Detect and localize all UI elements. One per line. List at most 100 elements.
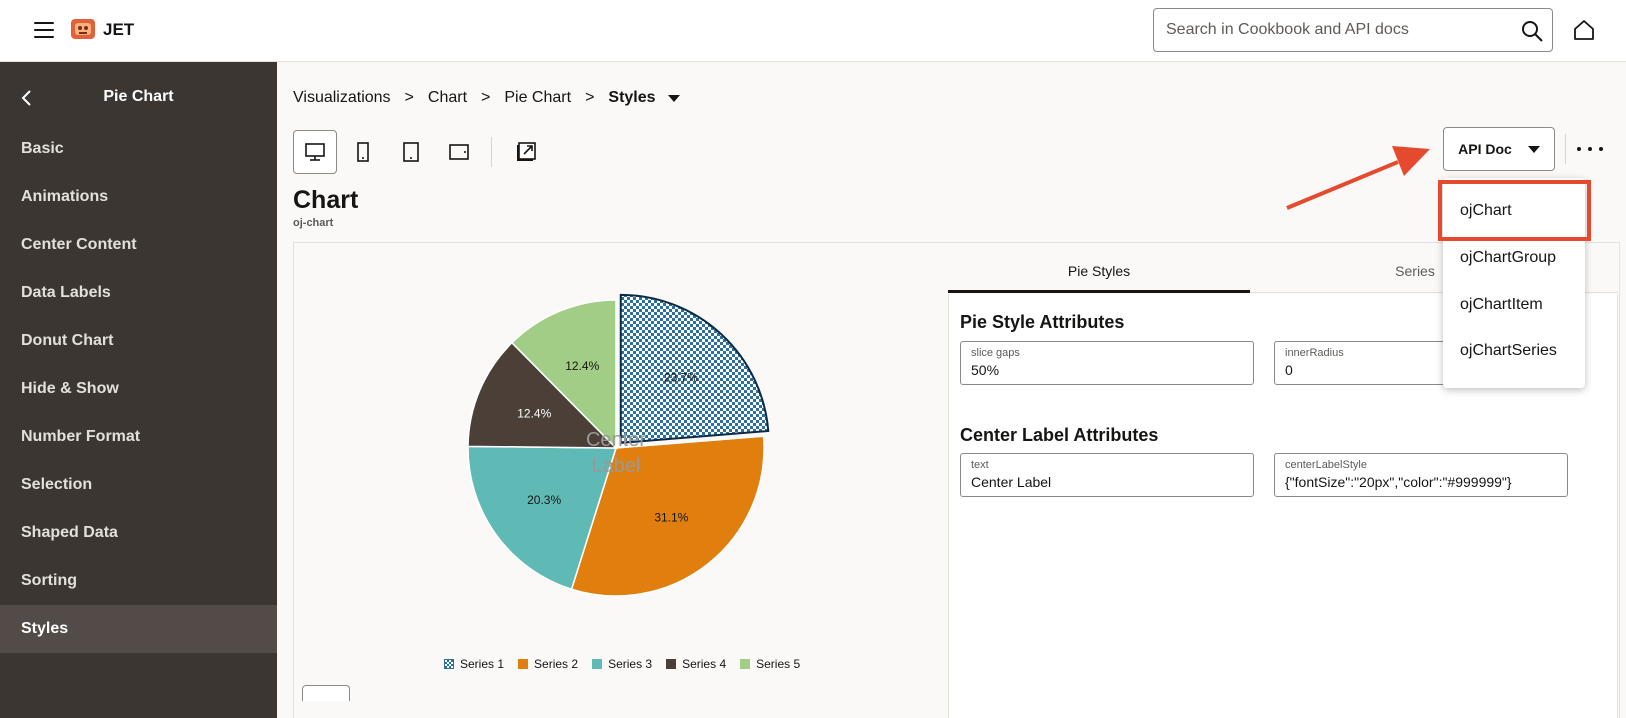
hamburger-menu-icon[interactable] [34,22,54,38]
tab-pie-styles[interactable]: Pie Styles [948,263,1250,293]
tablet-portrait-icon [403,142,419,162]
api-doc-dropdown: ojChart ojChartGroup ojChartItem ojChart… [1443,178,1585,388]
component-tag: oj-chart [293,217,334,229]
menu-item-ojchartseries[interactable]: ojChartSeries [1460,342,1557,359]
menu-item-ojchart[interactable]: ojChart [1460,202,1512,219]
pie-data-label-2: 31.1% [654,510,688,524]
legend-item-series-1[interactable]: Series 1 [444,657,504,671]
pie-slice-4[interactable] [467,341,618,449]
demo-area: 23.7% 31.1% 20.3% 12.4% 12.4% Center Label S… [293,242,1620,718]
legend-item-series-3[interactable]: Series 3 [592,657,652,671]
sidebar-title: Pie Chart [103,88,174,105]
legend-swatch [666,659,677,669]
phone-icon [357,142,369,162]
field-label: centerLabelStyle [1285,459,1367,471]
tab-series[interactable]: Series [1250,263,1580,293]
pie-data-label-1: 23.7% [664,371,698,385]
annotation-arrow [1286,146,1430,210]
sidebar-item-sorting[interactable]: Sorting [21,572,77,589]
sidebar-item-styles[interactable]: Styles [0,605,277,653]
field-label: text [971,459,989,471]
search-input[interactable] [1166,9,1506,51]
sidebar-item-selection[interactable]: Selection [21,476,93,493]
annotation-highlight-box [1438,180,1591,241]
breadcrumb-current-styles: Styles [608,89,656,106]
more-options-icon[interactable] [1577,139,1603,159]
phone-view-button[interactable] [341,130,385,174]
tablet-portrait-view-button[interactable] [389,130,433,174]
tab-label: Series [1395,263,1435,279]
sidebar-item-data-labels[interactable]: Data Labels [21,284,111,301]
legend-item-series-2[interactable]: Series 2 [518,657,578,671]
field-label: innerRadius [1285,347,1344,359]
legend-item-series-4[interactable]: Series 4 [666,657,726,671]
center-label-section-title: Center Label Attributes [960,425,1159,445]
jet-logo-icon [71,19,95,39]
main-content: Visualizations > Chart > Pie Chart > Sty… [277,62,1626,718]
sidebar-item-basic[interactable]: Basic [21,140,64,157]
pie-data-label-5: 12.4% [565,359,599,373]
desktop-view-button[interactable] [293,130,337,174]
pie-data-label-3: 20.3% [527,493,561,507]
legend-label: Series 2 [534,657,579,671]
legend-label: Series 5 [756,657,801,671]
sidebar-item-animations[interactable]: Animations [21,188,109,205]
chevron-down-icon [1527,145,1540,153]
center-text-field[interactable]: text Center Label [960,453,1254,497]
chart-legend: Series 1 Series 2 Series 3 Series 4 Seri… [444,657,814,671]
sidebar-item-hide-show[interactable]: Hide & Show [21,380,119,397]
field-value: 50% [971,362,1000,378]
breadcrumb-separator: > [481,89,491,106]
sidebar-item-center-content[interactable]: Center Content [21,236,137,253]
breadcrumb-separator: > [404,89,414,106]
legend-label: Series 3 [608,657,653,671]
legend-label: Series 4 [682,657,727,671]
settings-tabs: Pie Styles Series [948,263,1618,293]
sidebar-item-number-format[interactable]: Number Format [21,428,141,445]
breadcrumb-visualizations[interactable]: Visualizations [293,89,391,106]
pie-data-label-4: 12.4% [517,406,551,420]
open-new-window-button[interactable] [504,130,548,174]
menu-item-ojchartgroup[interactable]: ojChartGroup [1460,249,1557,266]
legend-item-series-5[interactable]: Series 5 [740,657,800,671]
breadcrumb-pie-chart[interactable]: Pie Chart [504,89,572,106]
center-label-line-1: Center [586,429,646,451]
api-doc-button[interactable]: API Doc [1443,127,1555,171]
breadcrumb-chart[interactable]: Chart [427,89,468,106]
tablet-landscape-view-button[interactable] [437,130,481,174]
pie-style-section-title: Pie Style Attributes [960,312,1125,332]
sidebar-item-donut-chart[interactable]: Donut Chart [21,332,114,349]
tablet-landscape-icon [449,144,469,160]
top-bar: JET [0,0,1626,62]
partial-button[interactable] [302,685,350,701]
field-value: Center Label [971,474,1052,490]
sidebar-nav: Basic Animations Center Content Data Lab… [0,134,277,653]
pie-slice-3[interactable] [467,445,618,591]
search-box [1153,8,1553,52]
sidebar-item-shaped-data[interactable]: Shaped Data [21,524,118,541]
pie-slice-1[interactable] [619,293,770,444]
slice-gaps-field[interactable]: slice gaps 50% [960,341,1254,385]
toolbar-divider [491,137,492,167]
sidebar-header: Pie Chart [0,62,277,134]
breadcrumb-separator: > [585,89,595,106]
search-icon[interactable] [1520,19,1544,43]
field-label: slice gaps [971,347,1020,359]
tab-content: Pie Style Attributes slice gaps 50% inne… [948,294,1618,718]
breadcrumb-dropdown-icon[interactable] [667,94,680,102]
brand-name: JET [103,20,135,39]
center-label-style-field[interactable]: centerLabelStyle {"fontSize":"20px","col… [1274,453,1568,497]
menu-item-ojchartitem[interactable]: ojChartItem [1460,296,1543,313]
pie-chart[interactable]: 23.7% 31.1% 20.3% 12.4% 12.4% Center Label [294,243,934,683]
back-chevron-icon[interactable] [20,87,34,109]
pie-slice-2[interactable] [570,435,765,597]
legend-swatch [592,659,603,669]
pie-slice-5[interactable] [510,299,617,450]
home-icon[interactable] [1572,18,1596,42]
sidebar: Pie Chart Basic Animations Center Conten… [0,62,277,718]
tab-label: Pie Styles [1067,263,1131,279]
settings-panel: Pie Styles Series Pie Style Attributes s… [948,263,1618,718]
external-link-icon [517,142,536,161]
field-value: {"fontSize":"20px","color":"#999999"} [1285,474,1512,490]
toolbar-divider [1565,134,1566,164]
